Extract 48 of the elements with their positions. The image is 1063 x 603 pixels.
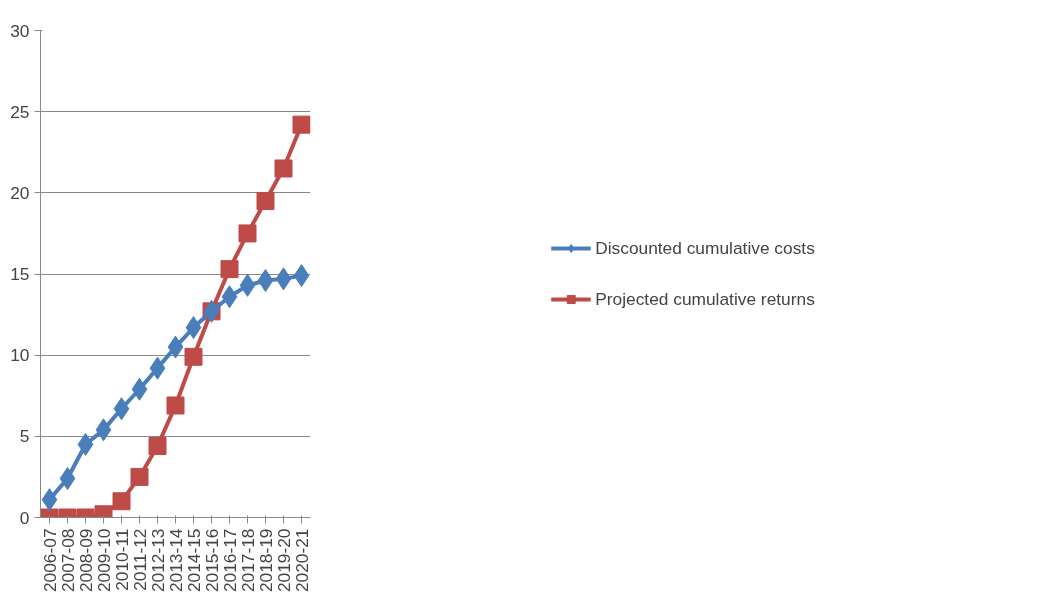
point (220, 260, 239, 279)
x-tick-label: 2017-18 (237, 528, 258, 593)
point (59, 467, 76, 491)
y-tick-label: 30 (10, 20, 30, 41)
point (112, 492, 131, 511)
point (95, 418, 112, 442)
point (257, 268, 274, 292)
point (292, 115, 311, 134)
x-tick-label: 2010-11 (111, 528, 132, 591)
x-tick-label: 2007-08 (57, 528, 78, 593)
x-tick-label: 2016-17 (219, 528, 240, 593)
x-tick-label: 2009-10 (93, 528, 114, 593)
y-tick-label: 0 (19, 507, 30, 528)
point (77, 432, 94, 456)
point (274, 159, 293, 178)
point (149, 356, 166, 380)
point (184, 347, 203, 366)
point (238, 224, 257, 243)
x-tick-label: 2019-20 (273, 528, 294, 593)
y-tick-label: 20 (10, 182, 30, 203)
point (166, 396, 185, 415)
y-tick-label: 5 (19, 426, 30, 447)
y-tick-label: 25 (10, 101, 30, 122)
point (293, 264, 310, 288)
point (113, 397, 130, 421)
point (256, 191, 275, 210)
x-tick-label: 2012-13 (147, 528, 168, 593)
legend-label: Discounted cumulative costs (595, 237, 815, 259)
y-tick-label: 15 (10, 264, 30, 284)
x-tick-label: 2015-16 (201, 528, 222, 593)
legend-label: Projected cumulative returns (595, 288, 815, 310)
x-tick-label: 2020-21 (291, 528, 312, 593)
point (185, 316, 202, 340)
x-tick-label: 2008-09 (75, 528, 96, 593)
point (275, 267, 292, 291)
point (148, 437, 167, 456)
x-tick-label: 2014-15 (183, 528, 204, 593)
point (41, 488, 58, 512)
x-tick-label: 2006-07 (39, 528, 60, 593)
y-tick-label: 10 (10, 345, 30, 366)
point (130, 467, 149, 486)
x-tick-label: 2013-14 (165, 528, 186, 593)
point (221, 285, 238, 309)
x-tick-label: 2011-12 (129, 528, 150, 591)
x-tick-label: 2018-19 (255, 528, 276, 593)
point (239, 273, 256, 297)
point (131, 377, 148, 401)
point (167, 335, 184, 359)
